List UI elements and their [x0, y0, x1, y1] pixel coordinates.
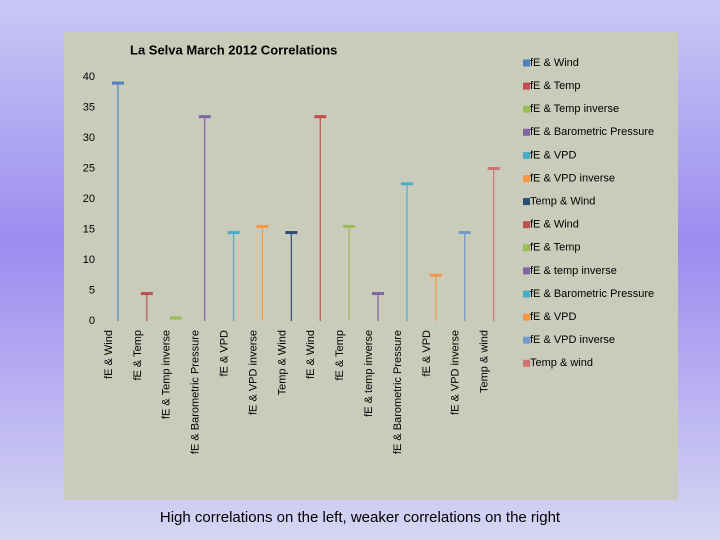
- marker: [372, 292, 385, 296]
- legend-swatch: [523, 290, 530, 298]
- caption: High correlations on the left, weaker co…: [160, 509, 561, 526]
- marker: [314, 115, 327, 119]
- legend-swatch: [523, 244, 530, 252]
- y-tick-label: 15: [83, 223, 95, 235]
- x-tick-label: fE & Wind: [103, 330, 115, 379]
- legend-label: fE & temp inverse: [530, 265, 617, 277]
- y-tick-label: 25: [83, 162, 95, 174]
- legend-swatch: [523, 359, 530, 367]
- legend-swatch: [523, 82, 530, 90]
- legend-label: fE & VPD inverse: [530, 334, 615, 346]
- x-tick-label: fE & VPD: [218, 330, 230, 377]
- x-tick-label: fE & temp inverse: [363, 330, 375, 417]
- legend-label: fE & VPD: [530, 311, 577, 323]
- x-tick-label: fE & Temp inverse: [161, 330, 173, 419]
- legend-swatch: [523, 175, 530, 182]
- legend-swatch: [523, 151, 530, 159]
- legend-label: fE & Barometric Pressure: [530, 288, 654, 300]
- marker: [140, 292, 153, 296]
- y-tick-label: 30: [83, 132, 95, 144]
- chart-title: La Selva March 2012 Correlations: [130, 42, 337, 57]
- legend-label: fE & Temp: [530, 242, 581, 254]
- x-tick-label: fE & Temp: [334, 330, 346, 381]
- x-tick-label: fE & VPD: [421, 330, 433, 377]
- y-tick-label: 5: [89, 284, 95, 296]
- legend-swatch: [523, 336, 530, 344]
- marker: [429, 273, 442, 277]
- legend-swatch: [523, 128, 530, 136]
- legend-label: fE & VPD inverse: [530, 172, 615, 184]
- marker: [458, 231, 471, 235]
- legend-swatch: [523, 221, 530, 229]
- marker: [487, 167, 500, 170]
- marker: [198, 115, 211, 119]
- x-tick-label: Temp & wind: [479, 330, 491, 393]
- x-tick-label: fE & Barometric Pressure: [190, 330, 202, 454]
- legend-swatch: [523, 267, 530, 275]
- legend-label: fE & Temp inverse: [530, 103, 619, 115]
- marker: [111, 81, 124, 85]
- y-tick-label: 40: [83, 71, 95, 83]
- legend-swatch: [523, 198, 530, 206]
- legend-swatch: [523, 105, 530, 113]
- x-tick-label: fE & VPD inverse: [247, 330, 259, 415]
- chart-area: [64, 32, 678, 500]
- legend-label: fE & Temp: [530, 80, 581, 92]
- y-tick-label: 35: [83, 101, 95, 113]
- marker: [169, 316, 182, 320]
- x-tick-label: fE & Barometric Pressure: [392, 330, 404, 454]
- y-tick-label: 20: [83, 193, 95, 205]
- x-tick-label: fE & Wind: [305, 330, 317, 379]
- legend-swatch: [523, 313, 530, 321]
- legend-label: fE & VPD: [530, 149, 577, 161]
- legend-swatch: [523, 59, 530, 67]
- legend-label: fE & Wind: [530, 57, 579, 69]
- y-tick-label: 0: [89, 315, 95, 327]
- marker: [256, 224, 269, 228]
- x-tick-label: fE & VPD inverse: [450, 330, 462, 415]
- x-tick-label: fE & Temp: [132, 330, 144, 381]
- marker: [285, 231, 298, 235]
- legend-label: Temp & Wind: [530, 196, 595, 208]
- x-tick-label: Temp & Wind: [276, 330, 288, 395]
- legend-label: fE & Wind: [530, 219, 579, 231]
- y-tick-label: 10: [83, 254, 95, 266]
- marker: [400, 182, 413, 186]
- legend-label: Temp & wind: [530, 357, 593, 369]
- marker: [227, 231, 240, 235]
- marker: [343, 224, 356, 228]
- legend-label: fE & Barometric Pressure: [530, 126, 654, 138]
